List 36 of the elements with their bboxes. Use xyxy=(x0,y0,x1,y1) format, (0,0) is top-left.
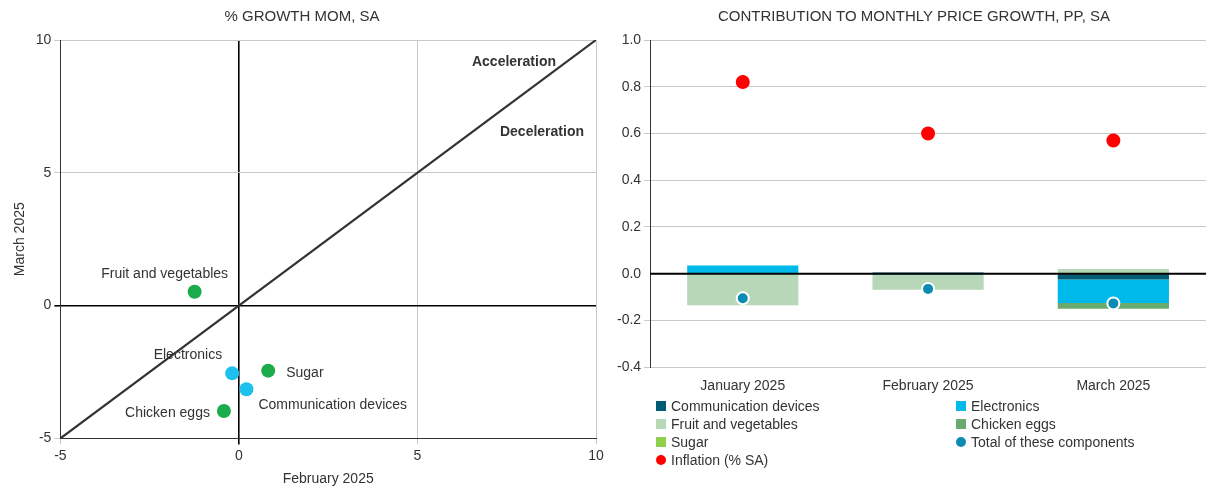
x-axis-title: February 2025 xyxy=(282,470,374,487)
y-axis-title: March 2025 xyxy=(11,202,28,277)
text: Fruit and vegetables xyxy=(101,264,229,281)
y-tick-label: 1.0 xyxy=(621,30,642,47)
y-tick-label: -0.4 xyxy=(617,358,642,375)
y-tick-label: 10 xyxy=(35,30,52,47)
x-tick-label: 0 xyxy=(235,446,244,463)
y-tick-label: -5 xyxy=(38,429,52,446)
x-tick-label: 5 xyxy=(413,446,422,463)
series-label: Sugar xyxy=(286,363,324,380)
chart-title: CONTRIBUTION TO MONTHLY PRICE GROWTH, PP, SA xyxy=(718,7,1110,25)
x-tick-label: -5 xyxy=(54,446,67,463)
y-tick-label: 0.4 xyxy=(621,171,642,188)
y-tick-label: 0.8 xyxy=(621,77,642,94)
y-tick-label: 0.2 xyxy=(621,217,642,234)
legend-label: Chicken eggs xyxy=(971,416,1056,432)
legend-label: Fruit and vegetables xyxy=(671,416,798,432)
legend-label: Sugar xyxy=(671,434,709,450)
legend-label: Communication devices xyxy=(671,398,820,414)
y-tick-label: -0.2 xyxy=(617,311,642,328)
x-tick-label: March 2025 xyxy=(1076,377,1151,394)
series-label: Chicken eggs xyxy=(125,403,210,420)
y-tick-label: 0.6 xyxy=(621,124,642,141)
series-label: Communication devices xyxy=(258,396,408,413)
y-tick-label: 0 xyxy=(43,296,52,313)
legend-label: Total of these components xyxy=(971,434,1135,450)
annotation: Deceleration xyxy=(499,122,584,139)
y-tick-label: 5 xyxy=(43,163,52,180)
x-tick-label: February 2025 xyxy=(882,377,974,394)
x-tick-label: January 2025 xyxy=(700,377,786,394)
annotation: Acceleration xyxy=(471,52,556,69)
legend-label: Electronics xyxy=(971,398,1040,414)
x-tick-label: 10 xyxy=(588,446,604,463)
y-tick-label: 0.0 xyxy=(621,264,642,281)
chart-title: % GROWTH MOM, SA xyxy=(224,7,380,25)
legend-label: Inflation (% SA) xyxy=(671,452,769,468)
